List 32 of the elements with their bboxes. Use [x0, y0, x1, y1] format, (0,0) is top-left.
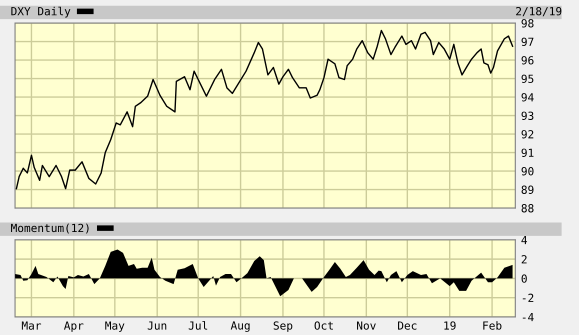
x-tick-label: Nov [357, 321, 376, 330]
x-tick-label: May [105, 321, 124, 332]
x-tick-label: Sep [274, 321, 292, 332]
legend-label: Momentum(12) [11, 224, 89, 234]
y-tick-label: 89 [522, 186, 534, 194]
x-tick-label: Feb [483, 321, 502, 330]
legend-label: DXY Daily [11, 6, 70, 18]
y-tick-label: 0 [522, 274, 527, 283]
x-tick-label: Jul [188, 321, 208, 330]
x-tick-label: Mar [22, 321, 42, 330]
x-tick-label: Jun [148, 321, 166, 330]
y-tick-label: 91 [522, 148, 534, 157]
y-tick-label: 93 [522, 112, 534, 120]
y-tick-label: 88 [522, 204, 534, 212]
y-tick-label: 94 [522, 93, 534, 102]
y-tick-label: -4 [522, 313, 534, 322]
x-tick-label: Dec [398, 321, 416, 330]
y-tick-label: 2 [522, 255, 527, 264]
y-tick-label: 92 [522, 130, 534, 138]
text: 2/18/19 [516, 7, 562, 16]
x-tick-label: Oct [314, 321, 333, 330]
y-tick-label: 98 [522, 19, 534, 28]
y-tick-label: 95 [522, 74, 534, 83]
y-tick-label: 4 [521, 236, 528, 244]
x-tick-label: Aug [230, 321, 250, 332]
y-tick-label: 97 [522, 38, 534, 46]
y-tick-label: -2 [522, 294, 534, 302]
x-tick-label: Apr [64, 321, 84, 332]
x-tick-label: 19 [444, 321, 456, 330]
y-tick-label: 96 [522, 56, 534, 65]
line-series [16, 30, 514, 190]
y-tick-label: 90 [522, 167, 534, 176]
